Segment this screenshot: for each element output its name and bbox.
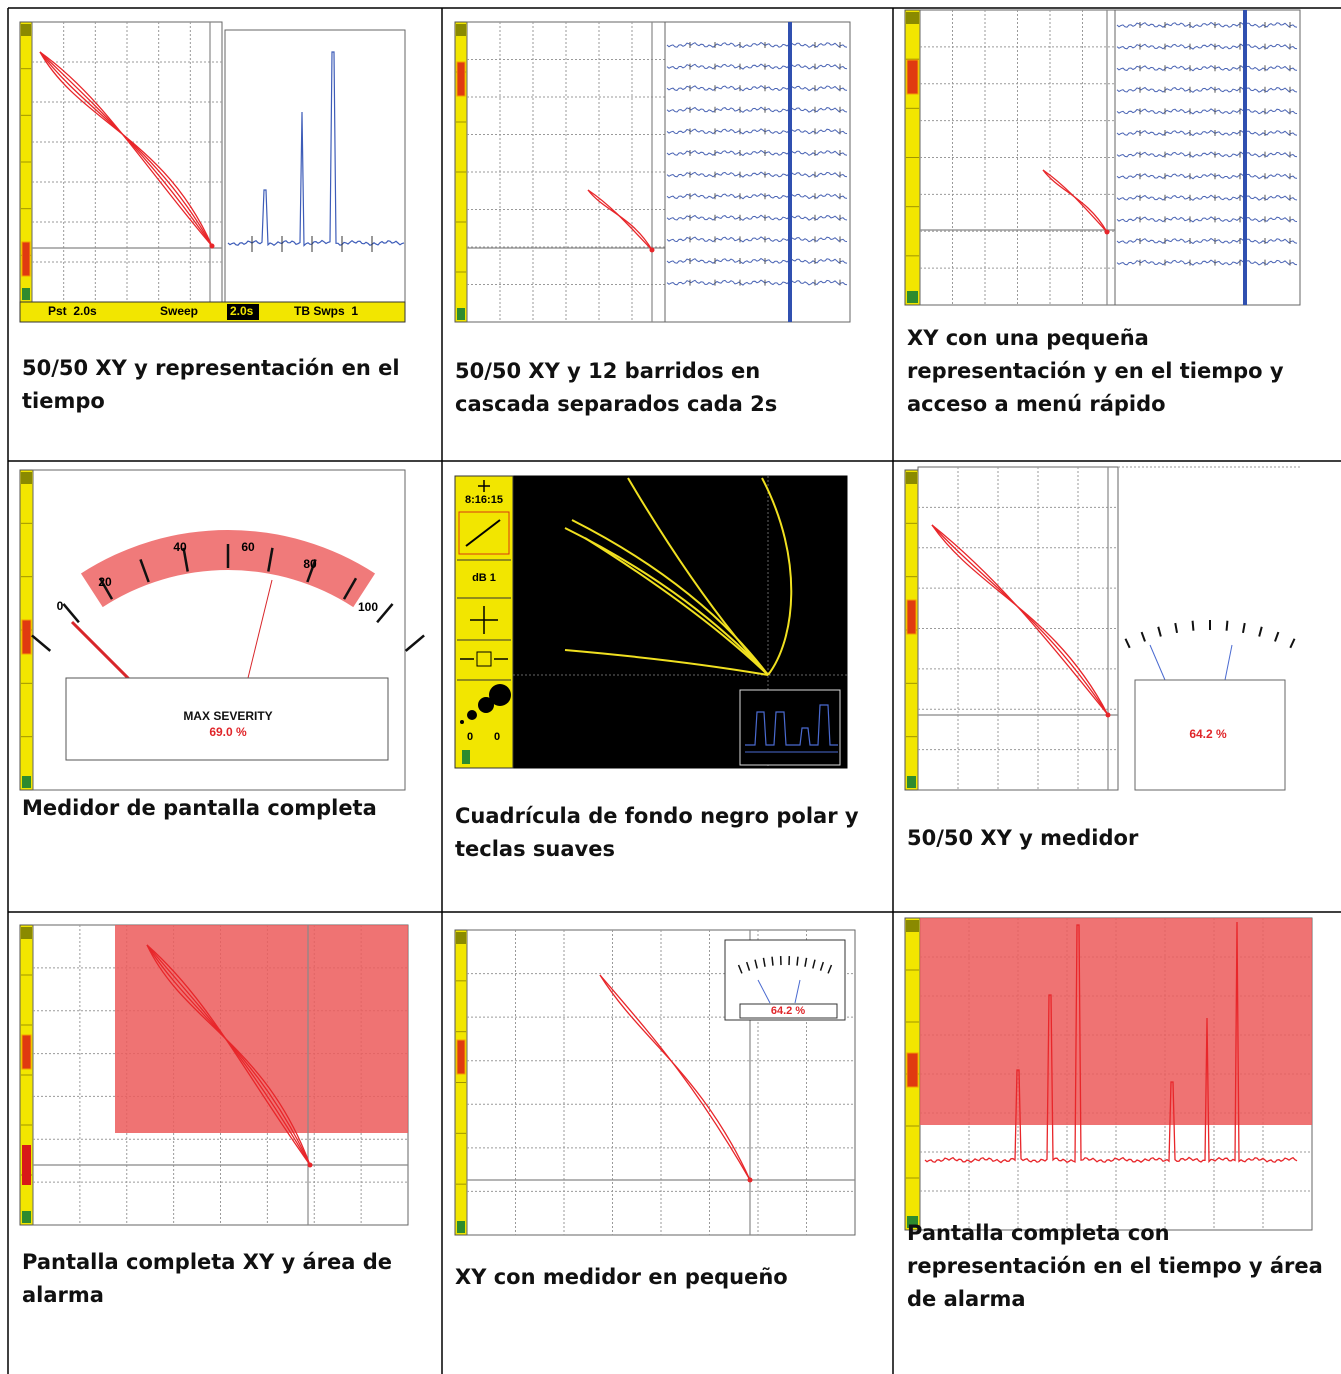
xy-dot: [308, 1163, 313, 1168]
bar-icon: [907, 776, 916, 788]
caption: XY con medidor en pequeño: [455, 1261, 875, 1294]
bar-indicator: [457, 1040, 465, 1074]
xy-dot: [1106, 713, 1111, 718]
meter-tick: [1158, 627, 1161, 637]
bar-icon: [906, 12, 919, 24]
caption: 50/50 XY y medidor: [907, 822, 1327, 855]
bar-icon: [907, 291, 918, 303]
caption: Pantalla completa con representación en …: [907, 1217, 1332, 1316]
bar-icon: [22, 1211, 31, 1223]
caption: Cuadrícula de fondo negro polar y teclas…: [455, 800, 865, 866]
time-area: [225, 30, 405, 302]
meter-tick: [797, 957, 798, 966]
xy-dot: [748, 1178, 753, 1183]
bar-indicator: [907, 600, 916, 634]
caption: 50/50 XY y 12 barridos en cascada separa…: [455, 355, 855, 421]
icon: [460, 720, 464, 724]
screens: Pst 2.0s Sweep 2.0s TB Swps 1 0 20 40 60 80 100 MA…: [0, 0, 1341, 1374]
waterfall-area: [1115, 10, 1300, 305]
bar-icon: [456, 24, 466, 36]
bar-icon: [21, 24, 31, 36]
caption: 50/50 XY y representación en el tiempo: [22, 352, 432, 418]
bar-icon: [457, 308, 465, 320]
bar-icon: [22, 776, 31, 788]
meter-tick: [1142, 632, 1145, 641]
caption: XY con una pequeña representación y en e…: [907, 322, 1332, 421]
screen-text: 8:16:15: [465, 494, 503, 506]
bar-indicator: [907, 1053, 918, 1087]
bar-icon: [456, 932, 466, 944]
xy-dot: [210, 244, 215, 249]
xy-dot: [1105, 230, 1110, 235]
meter-tick: [772, 957, 773, 966]
bar-icon: [457, 1221, 465, 1233]
bar-indicator: [22, 1145, 31, 1185]
bar-icon: [906, 920, 919, 932]
icon: [467, 710, 477, 720]
screen-text: 40: [173, 540, 187, 554]
meter-tick: [1125, 639, 1129, 648]
inset: [740, 690, 840, 765]
screen-text: 69.0 %: [209, 725, 247, 739]
bar-icon: [462, 750, 470, 764]
bar-icon: [21, 927, 32, 939]
meter-tick: [1193, 621, 1194, 631]
needle: [1150, 645, 1165, 680]
xy-dot: [650, 248, 655, 253]
bar-icon: [21, 472, 32, 484]
meter-tick: [406, 635, 424, 650]
bar-indicator: [907, 60, 918, 94]
screen-text: dB 1: [472, 572, 496, 584]
meter-tick: [1175, 623, 1177, 633]
bar-indicator: [22, 242, 30, 276]
caption: Medidor de pantalla completa: [22, 792, 437, 825]
screen-text: 80: [303, 557, 317, 571]
bar-indicator: [457, 62, 465, 96]
screen-text: 64.2 %: [1189, 727, 1227, 741]
bar-icon: [22, 288, 30, 300]
screen-text: 2.0s: [230, 304, 254, 318]
screen-text: TB Swps 1: [294, 304, 358, 318]
screen-text: 0: [494, 731, 500, 743]
screen-text: Pst 2.0s: [48, 304, 97, 318]
meter-tick: [1243, 623, 1245, 633]
caption: Pantalla completa XY y área de alarma: [22, 1246, 422, 1312]
meter-tick: [1290, 639, 1294, 648]
screen-text: 0: [467, 731, 473, 743]
bar-indicator: [22, 620, 31, 654]
screen-text: 0: [57, 599, 64, 613]
meter-tick: [1275, 632, 1278, 641]
bar-indicator: [22, 1035, 31, 1069]
screen-text: 64.2 %: [771, 1005, 805, 1017]
screen-text: 20: [98, 575, 112, 589]
alarm-area: [920, 918, 1312, 1125]
screen-text: 60: [241, 540, 255, 554]
meter-tick: [1259, 627, 1262, 637]
screen-text: Sweep: [160, 304, 198, 318]
meter-tick: [1227, 621, 1228, 631]
needle: [1225, 645, 1232, 680]
page: Pst 2.0s Sweep 2.0s TB Swps 1 0 20 40 60 80 100 MA…: [0, 0, 1341, 1374]
bar-icon: [906, 472, 917, 484]
screen-text: MAX SEVERITY: [183, 709, 272, 723]
screen-text: 100: [358, 600, 378, 614]
icon: [489, 684, 511, 706]
